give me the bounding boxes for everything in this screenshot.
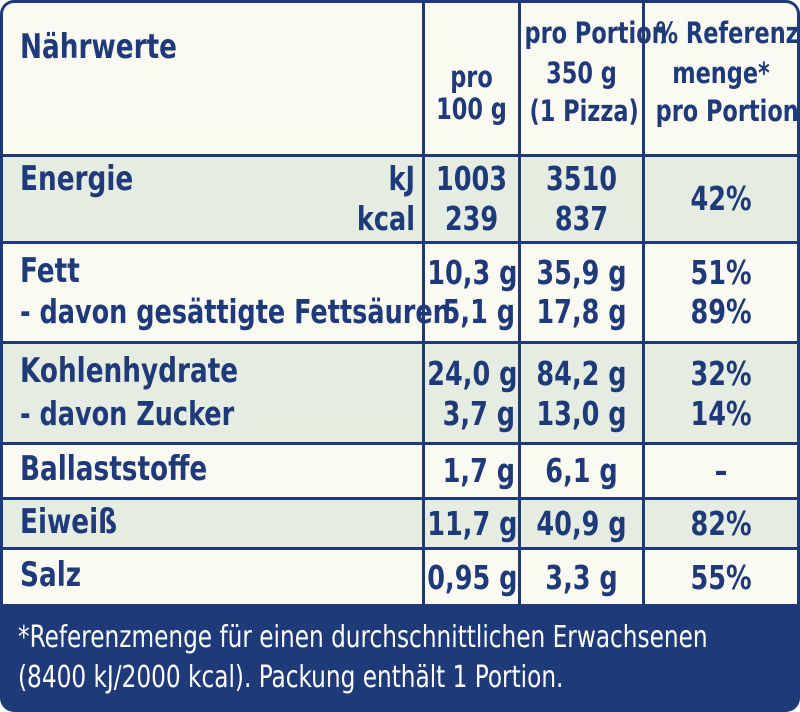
col-rule-1 bbox=[422, 3, 425, 604]
rule-ballast bbox=[3, 497, 797, 500]
ballast-ri: – bbox=[714, 451, 728, 490]
eiweiss-portion: 40,9 g bbox=[536, 504, 627, 543]
kh-label: Kohlenhydrate bbox=[20, 351, 239, 391]
ballast-portion: 6,1 g bbox=[545, 451, 618, 490]
fett-label: Fett bbox=[20, 251, 80, 291]
kh-sub-label: - davon Zucker bbox=[20, 394, 235, 433]
salz-label: Salz bbox=[20, 555, 82, 595]
header-portion-line2: 350 g bbox=[546, 56, 617, 90]
row-band-kohlenhydrate bbox=[3, 344, 797, 442]
rule-header bbox=[3, 154, 797, 157]
col-rule-2 bbox=[518, 3, 521, 604]
energie-unit-kj: kJ bbox=[388, 159, 415, 198]
fett-sub-ri: 89% bbox=[690, 292, 752, 331]
kh-ri: 32% bbox=[690, 354, 752, 393]
header-ri-line3: pro Portion bbox=[655, 94, 797, 128]
energie-label: Energie bbox=[20, 159, 134, 199]
salz-per100: 0,95 g bbox=[427, 558, 518, 597]
rule-fett bbox=[3, 341, 797, 344]
fett-sub-label: - davon gesättigte Fettsäuren bbox=[20, 292, 451, 331]
energie-portion-kj: 3510 bbox=[545, 159, 618, 198]
rule-energie bbox=[3, 241, 797, 244]
row-band-eiweiss bbox=[3, 499, 797, 548]
header-portion-line1: pro Portion bbox=[524, 16, 668, 50]
eiweiss-ri: 82% bbox=[690, 504, 752, 543]
kh-sub-ri: 14% bbox=[690, 394, 752, 433]
footnote-line2: (8400 kJ/2000 kcal). Packung enthält 1 P… bbox=[18, 660, 564, 695]
salz-portion: 3,3 g bbox=[545, 558, 618, 597]
fett-per100: 10,3 g bbox=[427, 253, 518, 292]
ballast-per100: 1,7 g bbox=[442, 451, 515, 490]
fett-ri: 51% bbox=[690, 253, 752, 292]
fett-sub-portion: 17,8 g bbox=[536, 292, 627, 331]
eiweiss-per100: 11,7 g bbox=[427, 504, 518, 543]
eiweiss-label: Eiweiß bbox=[20, 502, 118, 542]
kh-sub-per100: 3,7 g bbox=[442, 394, 515, 433]
energie-per100-kj: 1003 bbox=[435, 159, 508, 198]
header-per100-line2: 100 g bbox=[436, 92, 507, 126]
row-band-energie bbox=[3, 157, 797, 243]
energie-portion-kcal: 837 bbox=[554, 199, 609, 238]
energie-per100-kcal: 239 bbox=[444, 199, 499, 238]
table-title: Nährwerte bbox=[20, 27, 178, 67]
kh-portion: 84,2 g bbox=[536, 354, 627, 393]
header-portion-line3: (1 Pizza) bbox=[529, 94, 639, 128]
fett-sub-per100: 5,1 g bbox=[442, 292, 515, 331]
energie-ri: 42% bbox=[690, 179, 752, 218]
kh-per100: 24,0 g bbox=[427, 354, 518, 393]
col-rule-3 bbox=[642, 3, 645, 604]
rule-eiweiss bbox=[3, 547, 797, 550]
header-ri-line1: % Referenz- bbox=[655, 16, 797, 50]
header-per100-line1: pro bbox=[450, 60, 493, 94]
nutrition-table: Nährwerte pro 100 g pro Portion 350 g (1… bbox=[3, 3, 797, 604]
salz-ri: 55% bbox=[690, 558, 752, 597]
rule-kh bbox=[3, 442, 797, 445]
header-ri-line2: menge* bbox=[672, 56, 770, 90]
fett-portion: 35,9 g bbox=[536, 253, 627, 292]
ballast-label: Ballaststoffe bbox=[20, 449, 208, 489]
energie-unit-kcal: kcal bbox=[356, 199, 415, 238]
kh-sub-portion: 13,0 g bbox=[536, 394, 627, 433]
footnote-line1: *Referenzmenge für einen durchschnittlic… bbox=[18, 620, 708, 655]
